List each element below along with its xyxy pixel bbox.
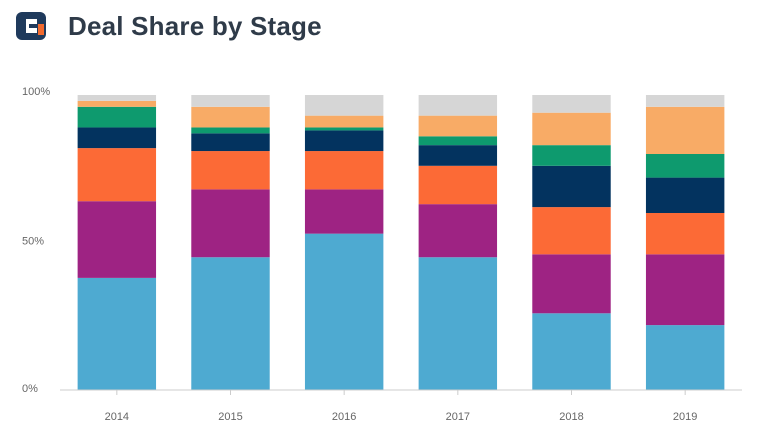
x-tick-label: 2014 [105, 411, 129, 423]
bar-segment [418, 115, 498, 137]
bar-segment [191, 257, 270, 390]
bar-segment [418, 165, 498, 205]
bar-segment [77, 201, 157, 278]
bar-segment [304, 95, 384, 116]
bar-segment [645, 154, 725, 178]
bar-segment [191, 95, 270, 107]
x-tick-label: 2019 [673, 411, 697, 423]
bar-segment [532, 165, 611, 208]
bar-segment [532, 313, 611, 390]
bar-segment [77, 277, 157, 390]
bar-segment [418, 95, 498, 116]
x-tick-label: 2015 [218, 411, 242, 423]
bar-segment [77, 95, 157, 101]
bar-segment [418, 204, 498, 258]
chart-header: Deal Share by Stage [16, 6, 322, 46]
bar-segment [191, 189, 270, 258]
bar-segment [191, 106, 270, 128]
company-logo-icon [16, 12, 46, 40]
bar-segment [191, 151, 270, 190]
bar-segment [418, 136, 498, 146]
bar-segment [304, 151, 384, 190]
bar-segment [645, 106, 725, 154]
x-tick-label: 2017 [446, 411, 470, 423]
bar-segment [77, 106, 157, 128]
bar-segment [532, 254, 611, 314]
x-tick-label: 2016 [332, 411, 356, 423]
y-tick-label: 100% [22, 86, 50, 98]
bar-segment [304, 233, 384, 390]
bar-segment [304, 127, 384, 131]
bar-segment [645, 213, 725, 255]
bar-segment [532, 207, 611, 255]
bar-segment [532, 112, 611, 146]
bar-segment [645, 325, 725, 390]
bar-segment [645, 177, 725, 213]
bar-segment [304, 115, 384, 128]
y-tick-label: 50% [22, 236, 44, 248]
x-tick-label: 2018 [559, 411, 583, 423]
bar-segment [418, 145, 498, 166]
bar-segment [77, 100, 157, 107]
bar-segment [77, 148, 157, 202]
bar-segment [191, 133, 270, 152]
chart-title: Deal Share by Stage [68, 10, 322, 41]
bar-segment [418, 257, 498, 390]
bar-segment [304, 189, 384, 234]
y-tick-label: 0% [22, 383, 38, 395]
bar-segment [77, 127, 157, 149]
bar-segment [645, 254, 725, 326]
bar-segment [191, 127, 270, 134]
bar-segment [532, 95, 611, 113]
bar-segment [645, 95, 725, 107]
bar-segment [304, 130, 384, 152]
bar-segment [532, 145, 611, 166]
